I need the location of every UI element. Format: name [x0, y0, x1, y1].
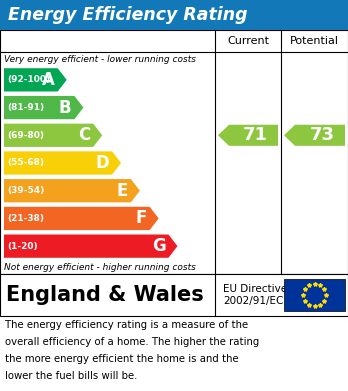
Text: EU Directive: EU Directive: [223, 284, 287, 294]
Text: E: E: [117, 182, 128, 200]
Text: (81-91): (81-91): [7, 103, 44, 112]
Polygon shape: [218, 125, 278, 146]
Text: (39-54): (39-54): [7, 186, 44, 195]
Polygon shape: [4, 235, 177, 258]
Text: lower the fuel bills will be.: lower the fuel bills will be.: [5, 371, 137, 381]
Text: (69-80): (69-80): [7, 131, 44, 140]
Text: A: A: [42, 71, 55, 89]
Bar: [284, 279, 345, 311]
Text: D: D: [95, 154, 109, 172]
Text: Very energy efficient - lower running costs: Very energy efficient - lower running co…: [4, 54, 196, 63]
Text: (92-100): (92-100): [7, 75, 50, 84]
Text: G: G: [152, 237, 165, 255]
Text: 71: 71: [243, 126, 268, 144]
Text: the more energy efficient the home is and the: the more energy efficient the home is an…: [5, 354, 239, 364]
Bar: [0, 0, 348, 30]
Text: B: B: [59, 99, 71, 117]
Polygon shape: [4, 151, 121, 175]
Text: 73: 73: [309, 126, 334, 144]
Text: Energy Efficiency Rating: Energy Efficiency Rating: [8, 6, 248, 24]
Polygon shape: [4, 124, 102, 147]
Text: (55-68): (55-68): [7, 158, 44, 167]
Text: overall efficiency of a home. The higher the rating: overall efficiency of a home. The higher…: [5, 337, 259, 347]
Text: The energy efficiency rating is a measure of the: The energy efficiency rating is a measur…: [5, 320, 248, 330]
Text: Potential: Potential: [290, 36, 339, 46]
Polygon shape: [4, 179, 140, 203]
Text: (21-38): (21-38): [7, 214, 44, 223]
Polygon shape: [4, 96, 84, 119]
Bar: [0, 274, 348, 316]
Text: 2002/91/EC: 2002/91/EC: [223, 296, 283, 306]
Text: (1-20): (1-20): [7, 242, 38, 251]
Polygon shape: [284, 125, 345, 146]
Text: Not energy efficient - higher running costs: Not energy efficient - higher running co…: [4, 262, 196, 271]
Text: Current: Current: [227, 36, 269, 46]
Polygon shape: [4, 207, 159, 230]
Bar: [0, 30, 348, 274]
Polygon shape: [4, 68, 67, 91]
Text: England & Wales: England & Wales: [6, 285, 204, 305]
Text: F: F: [135, 210, 147, 228]
Text: C: C: [78, 126, 90, 144]
